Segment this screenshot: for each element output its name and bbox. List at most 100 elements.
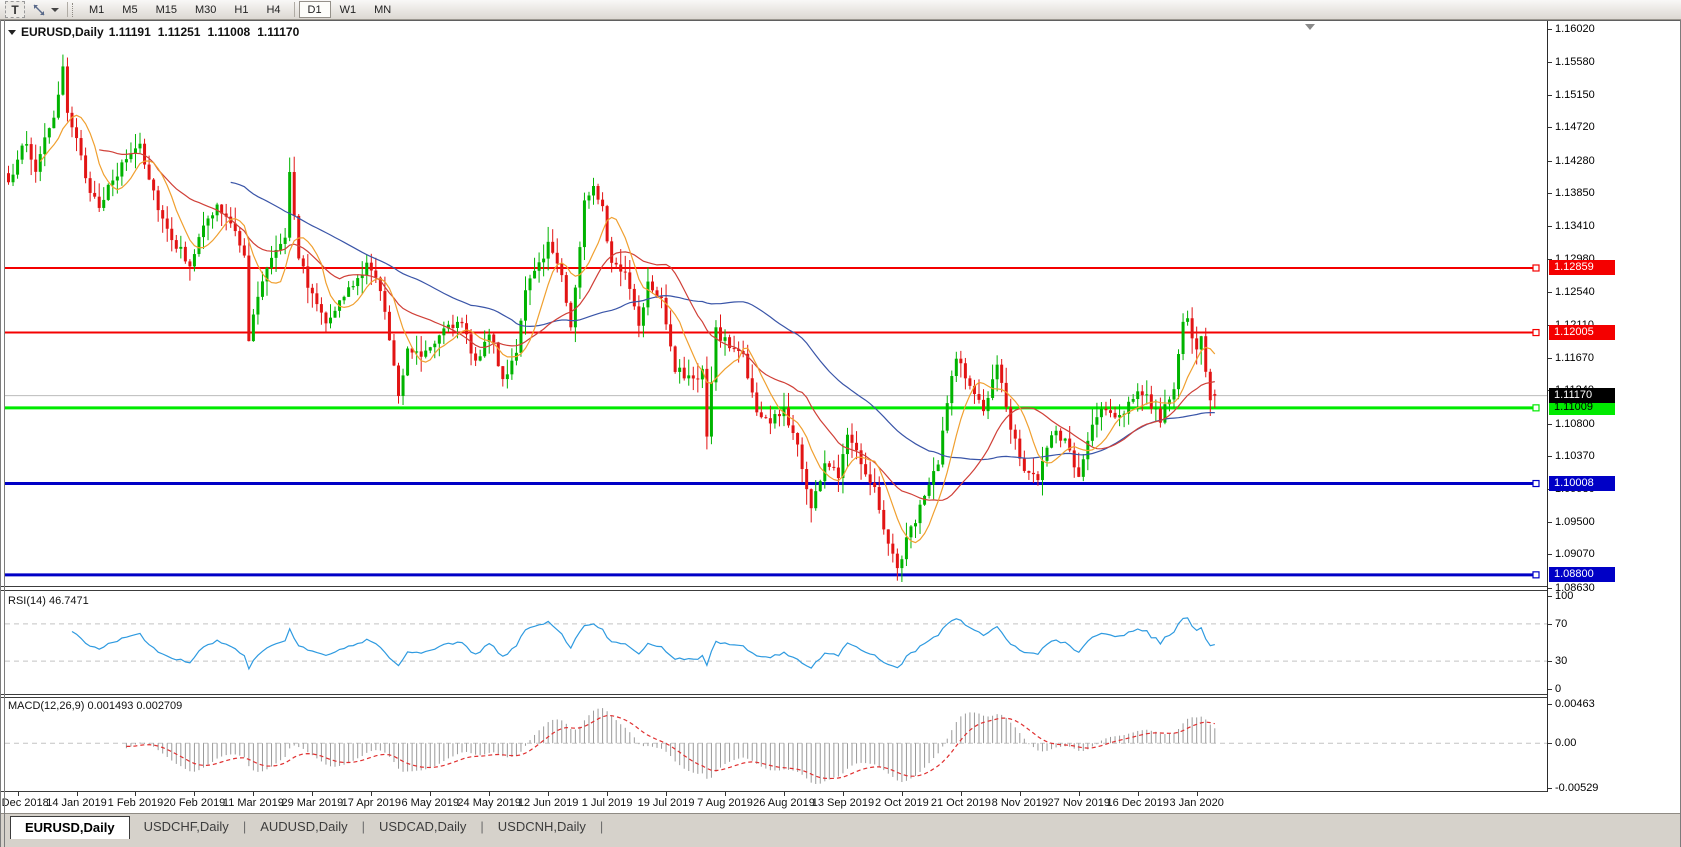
axis-tick-label: -0.00529 [1548, 782, 1678, 795]
timeframe-button-mn[interactable]: MN [374, 3, 392, 16]
quote-close: 1.11170 [257, 25, 300, 39]
date-tick [1019, 792, 1021, 796]
axis-tick-label: 1.14720 [1548, 121, 1678, 134]
panel-separator[interactable] [0, 586, 1547, 587]
panel-separator[interactable] [0, 694, 1547, 695]
timeframe-button-m30[interactable]: M30 [194, 3, 217, 16]
date-tick [253, 792, 255, 796]
tab-separator: | [242, 819, 247, 834]
price-axis-separator [1547, 21, 1548, 792]
date-tick-label: 17 Apr 2019 [341, 797, 401, 809]
date-tick-label: 16 Dec 2019 [1106, 797, 1169, 809]
main-price-chart[interactable] [5, 22, 1547, 588]
rsi-label: RSI(14) 46.7471 [8, 595, 89, 607]
chart-tabs: EURUSD,Daily USDCHF,Daily | AUDUSD,Daily | US… [0, 813, 1681, 847]
date-tick-label: 14 Jan 2019 [46, 797, 107, 809]
axis-tick-label: 1.08630 [1548, 582, 1678, 595]
axis-tick-label: 1.10370 [1548, 450, 1678, 463]
date-tick-label: 11 Mar 2019 [222, 797, 284, 809]
timeframe-button-w1[interactable]: W1 [339, 3, 357, 16]
axis-tick-label: 100 [1548, 590, 1678, 603]
axis-tick-label: 1.15580 [1548, 56, 1678, 69]
date-tick-label: 12 Jun 2019 [517, 797, 579, 809]
chart-window [0, 20, 1681, 847]
panel-separator[interactable] [0, 697, 1547, 698]
price-level-tag: 1.10008 [1549, 475, 1615, 491]
date-tick-label: 19 Jul 2019 [637, 797, 695, 809]
axis-tick-label: 70 [1548, 618, 1678, 631]
tab-separator: | [361, 819, 365, 834]
date-tick-label: 26 Dec 2018 [0, 797, 49, 809]
date-tick [666, 792, 668, 796]
date-tick [842, 792, 844, 796]
tab-eurusd[interactable]: EURUSD,Daily [10, 816, 130, 839]
date-tick [194, 792, 196, 796]
chart-shift-marker[interactable] [1305, 24, 1315, 30]
date-tick-label: 7 Aug 2019 [697, 797, 753, 809]
toolbar-grip[interactable] [72, 2, 75, 17]
cursor-arrows-icon[interactable] [28, 1, 50, 18]
timeframe-button-m5[interactable]: M5 [122, 3, 138, 16]
toolbar-separator [293, 2, 295, 17]
axis-tick-label: 1.16020 [1548, 23, 1678, 36]
tool-dropdown-icon[interactable] [51, 7, 59, 12]
tab-usdchf[interactable]: USDCHF,Daily [143, 819, 229, 834]
quote-low: 1.11008 [207, 25, 251, 39]
tab-separator: | [480, 819, 484, 834]
timeframe-button-d1[interactable]: D1 [298, 1, 331, 18]
quote-open: 1.11191 [108, 25, 151, 39]
chart-dropdown-icon[interactable] [8, 29, 16, 35]
axis-tick-label: 1.10800 [1548, 418, 1678, 431]
timeframe-button-h1[interactable]: H1 [234, 3, 249, 16]
date-tick-label: 24 May 2019 [457, 797, 522, 809]
date-tick-label: 1 Feb 2019 [107, 797, 164, 809]
chart-symbol-label: EURUSD,Daily [21, 25, 104, 39]
window-frame-left-outer [0, 20, 1, 847]
axis-tick-label: 1.12540 [1548, 286, 1678, 299]
tab-usdcnh[interactable]: USDCNH,Daily [497, 819, 586, 834]
axis-tick-label: 1.13850 [1548, 187, 1678, 200]
text-tool-button[interactable]: T [5, 1, 25, 18]
timeframe-buttons: M1 M5 M15 M30 H1 H4 D1 W1 MN [80, 1, 400, 18]
timeframe-button-m15[interactable]: M15 [155, 3, 177, 16]
date-tick-label: 26 Aug 2019 [753, 797, 815, 809]
date-tick-label: 8 Nov 2019 [991, 797, 1048, 809]
date-tick [783, 792, 785, 796]
date-tick-label: 3 Jan 2020 [1169, 797, 1224, 809]
date-tick [725, 792, 727, 796]
date-tick [76, 792, 78, 796]
date-tick-label: 29 Mar 2019 [281, 797, 344, 809]
date-tick-label: 13 Sep 2019 [811, 797, 875, 809]
axis-tick-label: 30 [1548, 655, 1678, 668]
quote-high: 1.11251 [157, 25, 201, 39]
date-tick-label: 6 May 2019 [401, 797, 459, 809]
date-tick-label: 1 Jul 2019 [581, 797, 633, 809]
date-tick [960, 792, 962, 796]
top-toolbar: T M1 M5 M15 M30 H1 H4 D1 W1 MN [0, 0, 1681, 20]
axis-tick-label: 1.09500 [1548, 516, 1678, 529]
price-level-tag: 1.12005 [1549, 324, 1615, 340]
date-tick [312, 792, 314, 796]
rsi-panel-chart[interactable] [5, 592, 1547, 694]
timeframe-button-h4[interactable]: H4 [266, 3, 281, 16]
axis-tick-label: 0.00463 [1548, 698, 1678, 711]
date-tick [17, 792, 19, 796]
date-tick-label: 2 Oct 2019 [874, 797, 929, 809]
price-level-tag: 1.08800 [1549, 566, 1615, 582]
macd-label: MACD(12,26,9) 0.001493 0.002709 [8, 700, 183, 712]
axis-tick-label: 1.14280 [1548, 155, 1678, 168]
price-level-tag: 1.12859 [1549, 259, 1615, 275]
date-tick [1196, 792, 1198, 796]
date-tick [489, 792, 491, 796]
window-frame-left-inner [4, 20, 5, 847]
tab-usdcad[interactable]: USDCAD,Daily [379, 819, 467, 834]
panel-separator[interactable] [0, 590, 1547, 591]
date-tick [548, 792, 550, 796]
tab-separator: | [599, 819, 604, 834]
macd-panel-chart[interactable] [5, 698, 1547, 792]
tab-audusd[interactable]: AUDUSD,Daily [260, 819, 348, 834]
timeframe-button-m1[interactable]: M1 [89, 3, 105, 16]
date-tick-label: 27 Nov 2019 [1047, 797, 1110, 809]
toolbar-separator [67, 2, 68, 17]
